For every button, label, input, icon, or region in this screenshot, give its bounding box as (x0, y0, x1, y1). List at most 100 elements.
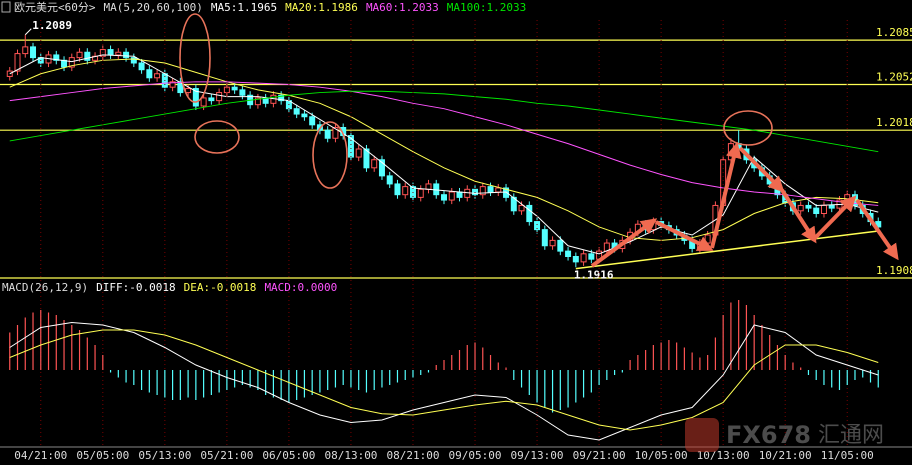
chart-title: MACD(26,12,9) (2, 281, 88, 294)
candle-body (301, 113, 308, 118)
candle-body (231, 86, 238, 91)
candle-body (448, 191, 455, 201)
candle-body (503, 187, 510, 198)
candle-body (820, 204, 827, 214)
candle-body (425, 183, 432, 190)
annotation-arrows (590, 141, 899, 268)
legend-entry: DIFF:-0.0018 (96, 281, 175, 294)
candle-body (534, 221, 541, 231)
arrow (590, 218, 658, 268)
chart-title: 欧元美元<60分> (14, 1, 96, 14)
candle-body (185, 88, 192, 94)
arrow (855, 198, 899, 261)
candle-body (123, 51, 130, 59)
series-line (9, 90, 879, 153)
candle-body (402, 186, 409, 196)
candle-body (154, 73, 161, 79)
candle-body (495, 187, 502, 193)
candle-body (324, 129, 331, 139)
y-tick-label: 1.2018 (876, 116, 912, 129)
candle-body (704, 234, 711, 244)
candle-body (526, 204, 533, 223)
x-tick-label: 11/05:00 (821, 449, 874, 462)
arrow (655, 220, 714, 251)
x-tick-label: 08/13:00 (324, 449, 377, 462)
x-tick-label: 09/05:00 (449, 449, 502, 462)
series-line (9, 321, 879, 441)
candle-body (76, 51, 83, 59)
candle-body (565, 250, 572, 257)
candle-body (293, 108, 300, 115)
arrow (738, 146, 785, 193)
candle-body (549, 239, 556, 247)
x-tick-label: 04/21:00 (14, 449, 67, 462)
candle-body (146, 69, 153, 79)
x-tick-label: 05/13:00 (138, 449, 191, 462)
candle-body (580, 253, 587, 263)
watermark-brand: FX678 (726, 421, 811, 449)
high-label: 1.2089 (32, 19, 72, 32)
candle-body (107, 49, 114, 56)
arrow (780, 188, 817, 244)
candle-body (332, 127, 339, 139)
candle-body (130, 57, 137, 64)
candle-body (200, 97, 207, 107)
candle-body (223, 86, 230, 94)
y-tick-label: 1.2052 (876, 71, 912, 84)
candle-body (363, 148, 370, 169)
x-tick-label: 09/21:00 (573, 449, 626, 462)
candle-body (813, 207, 820, 214)
candle-body (169, 81, 176, 88)
candle-body (557, 239, 564, 252)
candle-body (371, 159, 378, 169)
ellipse (194, 120, 240, 154)
y-tick-label: 1.1908 (876, 264, 912, 277)
candle-body (588, 253, 595, 260)
plot: 1.1908 1.2018 1.2052 1.2085 1.2089 1.1916 04/2… (0, 19, 912, 462)
candle-body (216, 92, 223, 102)
legend-entry: MA20:1.1986 (285, 1, 358, 14)
candle-body (355, 148, 362, 158)
candle-body (417, 188, 424, 198)
arrow (813, 195, 857, 240)
candle-body (347, 135, 354, 158)
series-line (9, 81, 879, 206)
candle-body (433, 183, 440, 196)
low-label: 1.1916 (574, 268, 614, 281)
candle-body (239, 89, 246, 96)
candle-body (464, 188, 471, 198)
legend-entry: MA5:1.1965 (211, 1, 277, 14)
candle-body (177, 81, 184, 94)
candle-body (797, 204, 804, 212)
legend-entry: MA100:1.2033 (447, 1, 526, 14)
x-tick-label: 06/05:00 (262, 449, 315, 462)
candle-body (22, 46, 29, 55)
candle-body (378, 159, 385, 177)
candle-body (278, 94, 285, 102)
series-line (9, 58, 879, 241)
candle-body (115, 51, 122, 56)
candle-body (805, 204, 812, 209)
candle-body (192, 88, 199, 107)
candle-body (456, 191, 463, 198)
candle-body (254, 97, 261, 106)
ellipse (179, 13, 211, 103)
candle-body (541, 229, 548, 247)
series-line (9, 54, 879, 255)
x-tick-label: 05/05:00 (76, 449, 129, 462)
candle-body (309, 116, 316, 126)
legend-entry: DEA:-0.0018 (184, 281, 257, 294)
x-tick-label: 09/13:00 (511, 449, 564, 462)
candle-body (394, 183, 401, 196)
candle-body (53, 54, 60, 61)
high-pointer (24, 28, 32, 36)
series-line (9, 329, 879, 431)
candle-body (510, 196, 517, 212)
candle-body (828, 204, 835, 209)
candle-body (479, 186, 486, 196)
candle-body (30, 46, 37, 59)
legend-entry: MA60:1.2033 (366, 1, 439, 14)
legend-entry: MACD:0.0000 (264, 281, 337, 294)
candle-body (572, 256, 579, 263)
